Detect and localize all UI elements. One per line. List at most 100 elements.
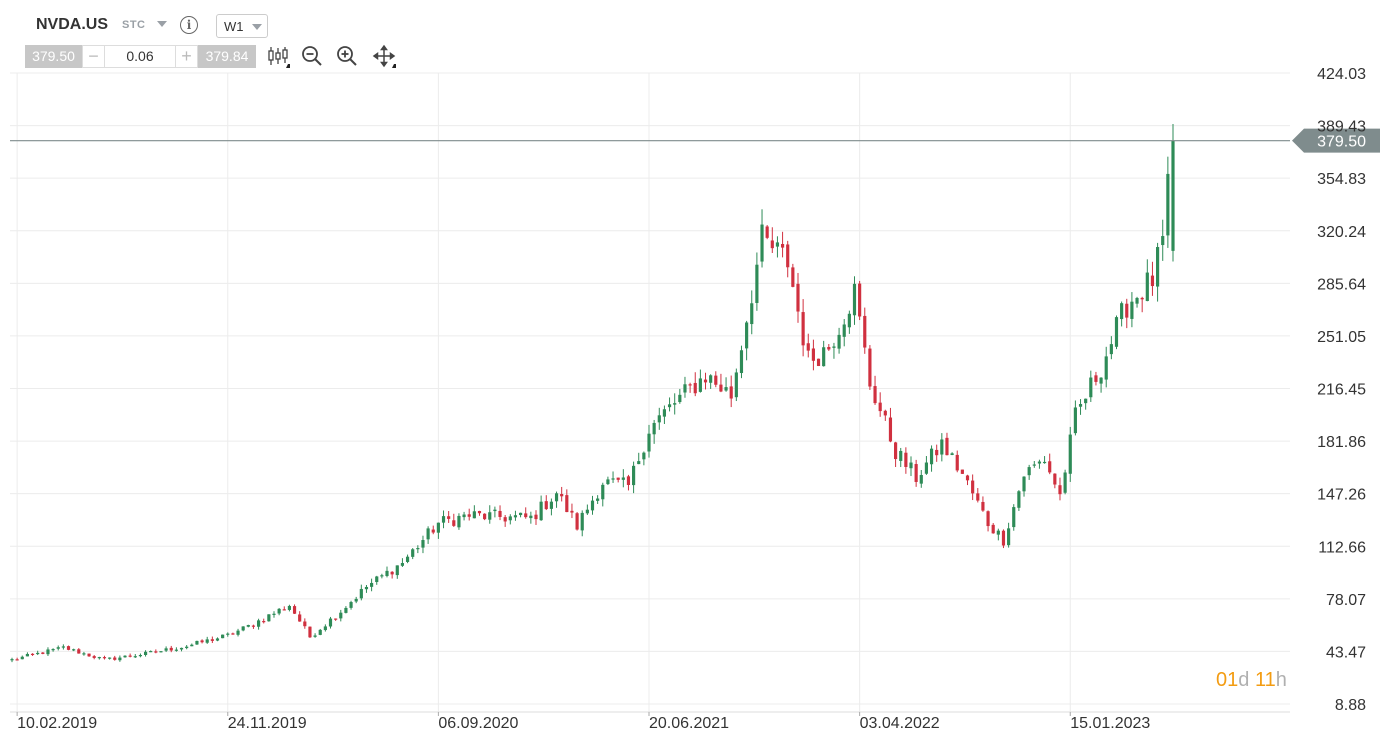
candle bbox=[483, 513, 487, 521]
ask-price-button[interactable]: 379.84 bbox=[198, 45, 256, 68]
candle-body bbox=[1032, 464, 1036, 466]
candle-body bbox=[1125, 303, 1129, 318]
candle-body bbox=[200, 640, 204, 643]
candle-body bbox=[431, 529, 435, 533]
candle bbox=[852, 276, 857, 325]
candle-body bbox=[945, 437, 949, 456]
candle bbox=[698, 369, 702, 393]
candle-body bbox=[750, 303, 754, 325]
candle bbox=[318, 628, 322, 636]
candle-body bbox=[467, 514, 471, 517]
quantity-decrease-button[interactable]: − bbox=[82, 45, 105, 68]
candle bbox=[20, 655, 24, 660]
candle-body bbox=[986, 511, 990, 527]
candle-body bbox=[102, 657, 107, 659]
candle-body bbox=[236, 630, 240, 635]
candle-body bbox=[375, 576, 379, 583]
symbol-title: NVDA.US bbox=[36, 16, 109, 33]
candle bbox=[82, 651, 86, 656]
bid-price-button[interactable]: 379.50 bbox=[25, 45, 82, 68]
candle bbox=[272, 611, 276, 618]
candle-body bbox=[652, 422, 656, 435]
candle-body bbox=[1012, 507, 1016, 528]
quantity-increase-button[interactable]: + bbox=[175, 45, 198, 68]
candle bbox=[904, 447, 908, 474]
instrument-type-chevron-down-icon[interactable] bbox=[157, 21, 167, 27]
zoom-out-icon[interactable] bbox=[300, 44, 324, 68]
candle bbox=[585, 504, 589, 515]
candle bbox=[842, 319, 846, 347]
candle bbox=[899, 447, 903, 468]
candle-body bbox=[673, 403, 677, 405]
candle bbox=[267, 614, 271, 622]
candle-body bbox=[272, 613, 276, 615]
candle-body bbox=[863, 315, 867, 348]
candlestick-icon[interactable] bbox=[266, 44, 290, 68]
candle-body bbox=[1140, 297, 1144, 300]
candle bbox=[77, 648, 81, 654]
y-tick-label: 320.24 bbox=[1317, 224, 1366, 241]
candle bbox=[36, 650, 40, 656]
candle-body bbox=[565, 495, 569, 513]
candle bbox=[262, 618, 266, 624]
candle-body bbox=[775, 242, 780, 247]
candle bbox=[924, 456, 929, 475]
candle bbox=[919, 470, 923, 488]
candle-body bbox=[919, 474, 923, 484]
instrument-type-label[interactable]: STC bbox=[122, 19, 146, 31]
candle-body bbox=[179, 647, 184, 650]
candle bbox=[806, 333, 810, 358]
candle-body bbox=[1073, 407, 1077, 434]
candle bbox=[108, 657, 112, 660]
candle bbox=[164, 646, 168, 653]
candle-body bbox=[724, 387, 728, 391]
candle-body bbox=[221, 634, 225, 639]
candle-body bbox=[642, 452, 646, 460]
candle-body bbox=[786, 244, 790, 268]
candle bbox=[729, 375, 733, 408]
candle-body bbox=[1104, 356, 1108, 380]
candle bbox=[642, 451, 646, 466]
candle-body bbox=[421, 540, 425, 548]
candle bbox=[1120, 301, 1124, 327]
candle bbox=[565, 489, 569, 513]
candle-body bbox=[621, 477, 625, 480]
move-icon[interactable] bbox=[372, 44, 396, 68]
candle bbox=[626, 474, 631, 491]
candle bbox=[1104, 346, 1108, 388]
candle bbox=[976, 488, 980, 503]
candle-body bbox=[1084, 398, 1088, 404]
candle bbox=[205, 636, 209, 644]
candle bbox=[1022, 476, 1026, 497]
current-price-tag-shape bbox=[1292, 128, 1380, 153]
candle-body bbox=[914, 464, 918, 482]
candle-body bbox=[554, 493, 559, 502]
candle bbox=[1114, 315, 1119, 350]
candle-body bbox=[549, 501, 553, 509]
y-tick-label: 147.26 bbox=[1317, 487, 1366, 504]
candle bbox=[210, 636, 214, 644]
timeframe-select[interactable]: W1 bbox=[216, 14, 268, 38]
info-icon[interactable]: i bbox=[180, 16, 198, 34]
candle-body bbox=[899, 450, 903, 461]
zoom-in-icon[interactable] bbox=[335, 44, 359, 68]
candle-body bbox=[539, 501, 543, 521]
candle-body bbox=[693, 382, 697, 394]
quantity-input[interactable]: 0.06 bbox=[105, 45, 175, 68]
candle-body bbox=[703, 379, 708, 383]
candle bbox=[513, 510, 518, 521]
candle-body bbox=[10, 659, 14, 661]
candle bbox=[185, 645, 189, 650]
candle bbox=[518, 512, 523, 518]
candle bbox=[832, 342, 836, 359]
candle-body bbox=[806, 343, 810, 351]
candle-body bbox=[637, 461, 641, 465]
timeframe-chevron-down-icon bbox=[252, 24, 262, 30]
candle bbox=[231, 632, 235, 635]
candle-body bbox=[185, 646, 189, 649]
candle-body bbox=[1161, 236, 1165, 246]
candle-body bbox=[1120, 303, 1124, 320]
candle bbox=[190, 643, 194, 647]
x-tick-label: 24.11.2019 bbox=[228, 715, 307, 732]
